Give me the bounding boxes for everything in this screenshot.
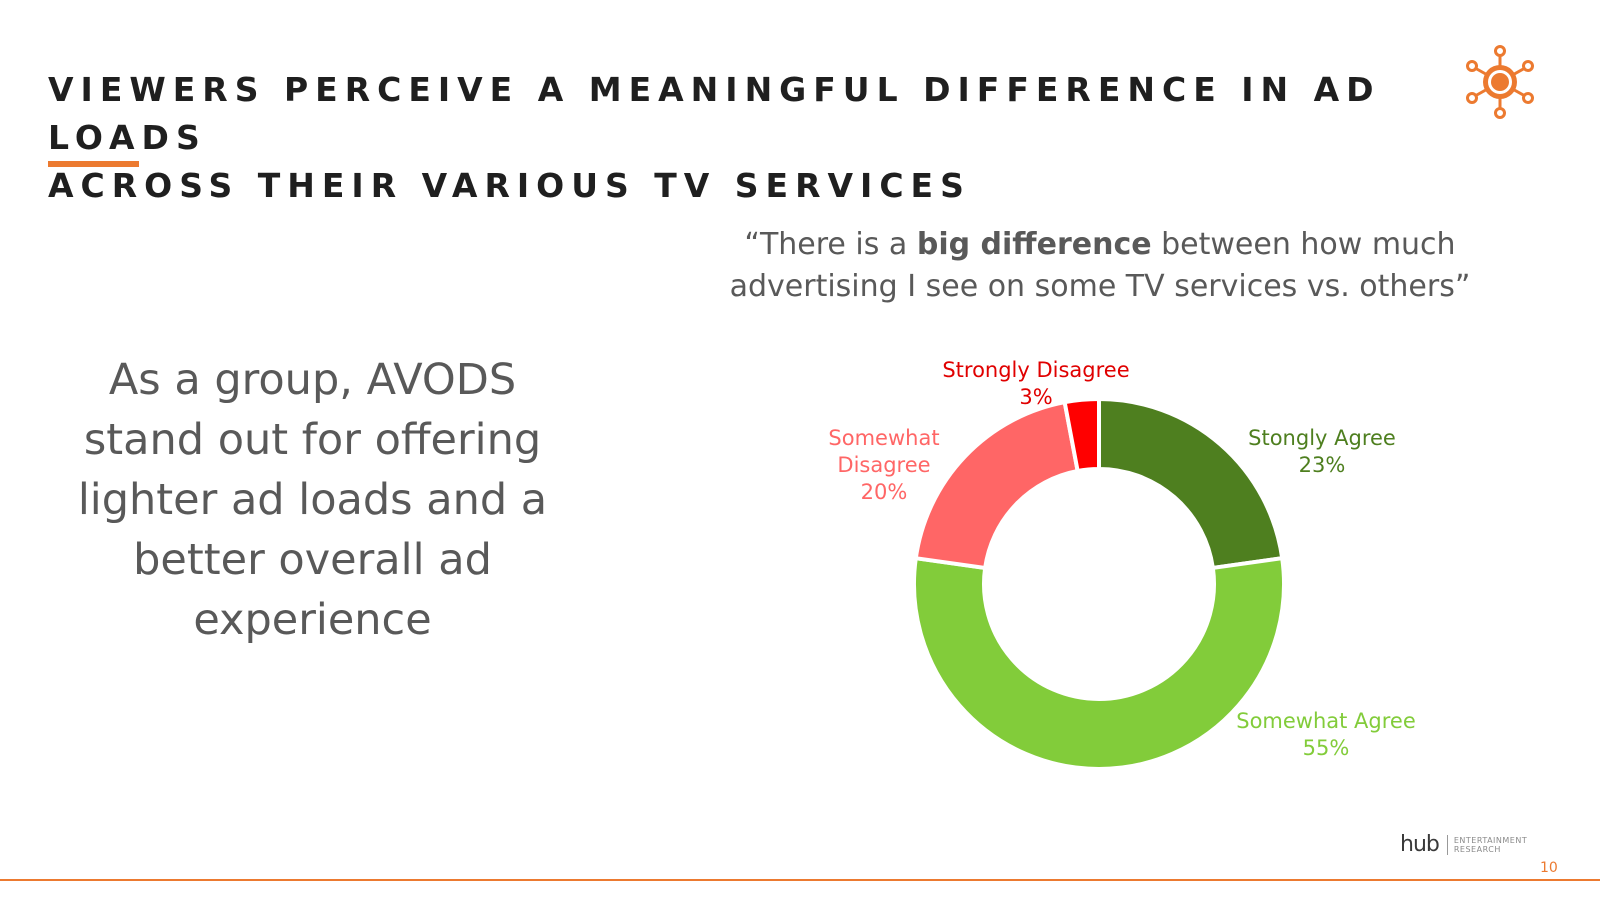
page-number: 10	[1540, 860, 1558, 876]
quote-suffix: between how much advertising I see on so…	[729, 227, 1471, 304]
brand-separator	[1446, 834, 1448, 855]
brand-subtitle: ENTERTAINMENT RESEARCH	[1454, 836, 1534, 854]
donut-slice-somewhat-agree	[912, 555, 1286, 771]
brand-subtitle-line-2: RESEARCH	[1453, 844, 1501, 854]
quote-emphasis: big difference	[916, 227, 1152, 262]
bottom-rule	[0, 879, 1600, 881]
donut-chart: Stongly Agree 23% Somewhat Agree 55% Somewha…	[828, 358, 1416, 771]
title-line-1: VIEWERS PERCEIVE A MEANINGFUL DIFFERENCE…	[48, 70, 1381, 157]
donut-slice-somewhat-disagree	[913, 399, 1080, 571]
brand-name: hub	[1400, 832, 1440, 857]
page-title: VIEWERS PERCEIVE A MEANINGFUL DIFFERENCE…	[48, 66, 1438, 210]
brand-logo: hub ENTERTAINMENT RESEARCH	[1400, 832, 1534, 857]
slice-label-strongly-disagree: Strongly Disagree 3%	[942, 358, 1129, 409]
slice-label-somewhat-disagree: Somewhat Disagree 20%	[828, 426, 939, 504]
brand-subtitle-line-1: ENTERTAINMENT	[1453, 835, 1528, 845]
survey-quote: “There is a big difference between how m…	[700, 224, 1500, 308]
donut-slice-strongly-disagree	[1062, 396, 1101, 474]
sun-network-icon	[1466, 45, 1534, 119]
title-line-2: ACROSS THEIR VARIOUS TV SERVICES	[48, 166, 971, 205]
donut-slice-stongly-agree	[1097, 396, 1285, 571]
slice-label-stongly-agree: Stongly Agree 23%	[1248, 426, 1396, 477]
key-takeaway-text: As a group, AVODS stand out for offering…	[77, 355, 548, 645]
slice-label-somewhat-agree: Somewhat Agree 55%	[1236, 709, 1416, 760]
title-underline	[48, 161, 139, 167]
quote-prefix: “There is a	[744, 227, 917, 262]
